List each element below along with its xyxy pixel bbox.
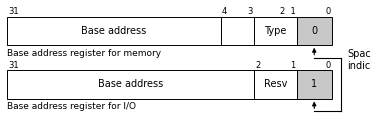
Text: 2: 2 bbox=[255, 61, 260, 70]
Text: Resv: Resv bbox=[264, 79, 287, 89]
Text: 4: 4 bbox=[222, 7, 227, 16]
Text: 31: 31 bbox=[9, 7, 19, 16]
Text: Space
indicator: Space indicator bbox=[347, 49, 371, 71]
Text: 0: 0 bbox=[326, 7, 331, 16]
Bar bbox=[7, 70, 254, 99]
Bar bbox=[7, 17, 221, 45]
Text: 31: 31 bbox=[9, 61, 19, 70]
Text: 0: 0 bbox=[311, 26, 318, 36]
Text: 1: 1 bbox=[290, 61, 296, 70]
Text: Base address register for memory: Base address register for memory bbox=[7, 49, 161, 58]
Text: 2  1: 2 1 bbox=[280, 7, 296, 16]
Text: 0: 0 bbox=[326, 61, 331, 70]
Bar bbox=[254, 17, 297, 45]
Bar bbox=[254, 70, 297, 99]
Text: Base address: Base address bbox=[82, 26, 147, 36]
Text: Type: Type bbox=[264, 26, 287, 36]
Bar bbox=[221, 17, 254, 45]
Text: Base address register for I/O: Base address register for I/O bbox=[7, 102, 137, 111]
Bar bbox=[297, 70, 332, 99]
Text: 1: 1 bbox=[311, 79, 318, 89]
Text: Base address: Base address bbox=[98, 79, 163, 89]
Text: 3: 3 bbox=[248, 7, 253, 16]
Bar bbox=[297, 17, 332, 45]
